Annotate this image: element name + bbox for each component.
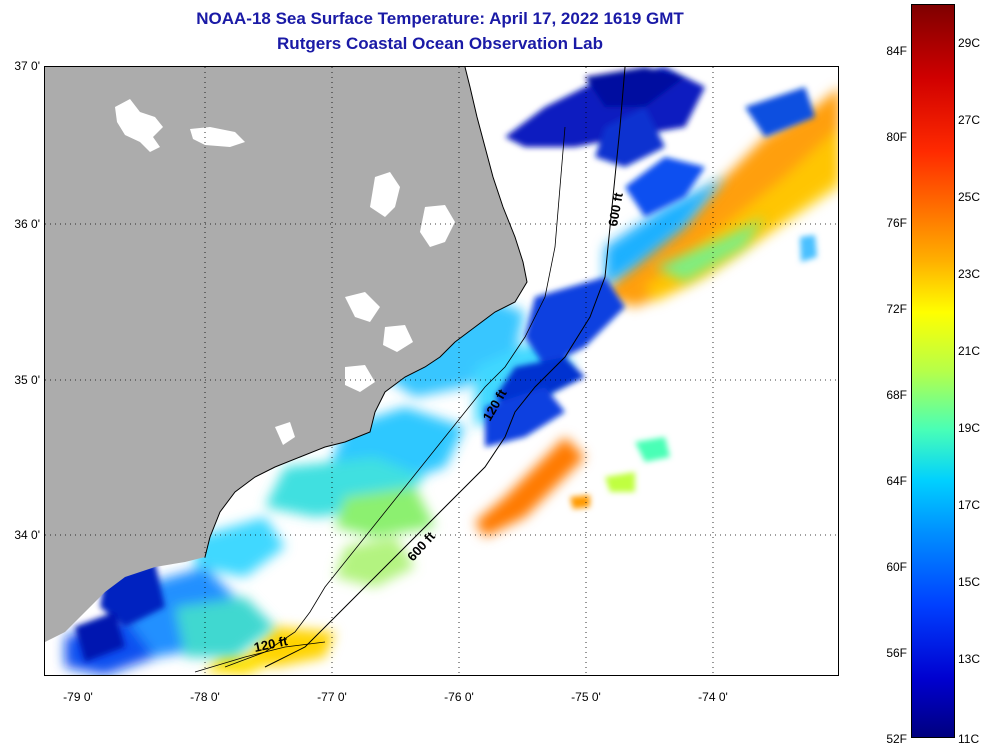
cbar-c-23: 23C bbox=[958, 267, 981, 281]
cbar-f-84: 84F bbox=[886, 44, 907, 58]
inland-water bbox=[115, 99, 455, 445]
sst-cold-water bbox=[75, 67, 815, 662]
temperature-colorbar bbox=[911, 4, 955, 738]
lon-label-78: -78 0' bbox=[190, 690, 220, 704]
sst-scattered-patches bbox=[570, 235, 817, 509]
coastline bbox=[204, 67, 528, 558]
lon-label-76: -76 0' bbox=[444, 690, 474, 704]
land-mass bbox=[45, 67, 527, 642]
contour-label-600ft-south: 600 ft bbox=[404, 528, 438, 564]
cbar-f-60: 60F bbox=[886, 560, 907, 574]
lon-label-74: -74 0' bbox=[698, 690, 728, 704]
cbar-f-80: 80F bbox=[886, 130, 907, 144]
map-title: NOAA-18 Sea Surface Temperature: April 1… bbox=[196, 9, 684, 28]
contour-label-600ft-north: 600 ft bbox=[605, 191, 626, 228]
sst-map-svg: 600 ft 120 ft 600 ft 120 ft bbox=[45, 67, 838, 675]
cbar-f-72: 72F bbox=[886, 302, 907, 316]
lat-label-34: 34 0' bbox=[14, 528, 40, 542]
lat-label-36: 36 0' bbox=[14, 217, 40, 231]
cbar-f-76: 76F bbox=[886, 216, 907, 230]
contour-label-120ft-south: 120 ft bbox=[253, 633, 290, 655]
cbar-c-29: 29C bbox=[958, 36, 981, 50]
contour-120ft-b bbox=[194, 641, 326, 673]
contour-120ft-a bbox=[224, 126, 566, 668]
cbar-c-21: 21C bbox=[958, 344, 981, 358]
cbar-c-19: 19C bbox=[958, 421, 981, 435]
cbar-c-17: 17C bbox=[958, 498, 981, 512]
lat-label-37: 37 0' bbox=[14, 59, 40, 73]
lon-label-77: -77 0' bbox=[317, 690, 347, 704]
cbar-c-13: 13C bbox=[958, 652, 981, 666]
graticule bbox=[45, 67, 838, 675]
cbar-f-68: 68F bbox=[886, 388, 907, 402]
sst-map: 600 ft 120 ft 600 ft 120 ft bbox=[44, 66, 839, 676]
lat-label-35: 35 0' bbox=[14, 373, 40, 387]
cbar-f-52: 52F bbox=[886, 732, 907, 746]
lon-label-79: -79 0' bbox=[63, 690, 93, 704]
lon-label-75: -75 0' bbox=[571, 690, 601, 704]
cbar-c-15: 15C bbox=[958, 575, 981, 589]
contour-600ft-a bbox=[264, 67, 626, 668]
cbar-c-27: 27C bbox=[958, 113, 981, 127]
cbar-f-56: 56F bbox=[886, 646, 907, 660]
cbar-f-64: 64F bbox=[886, 474, 907, 488]
cbar-c-11: 11C bbox=[958, 732, 980, 746]
map-subtitle: Rutgers Coastal Ocean Observation Lab bbox=[277, 34, 603, 53]
cbar-c-25: 25C bbox=[958, 190, 981, 204]
